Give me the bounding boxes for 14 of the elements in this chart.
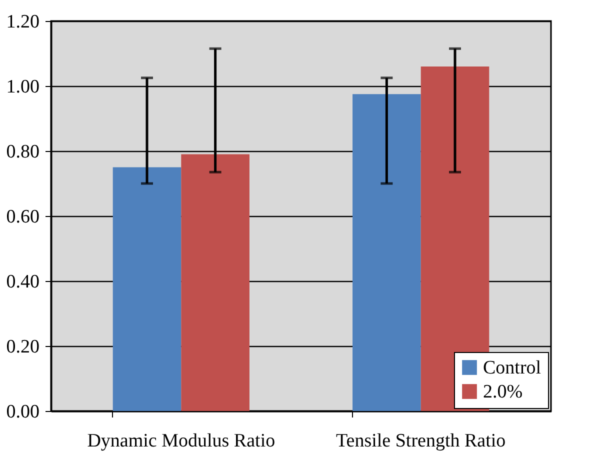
y-tick-label: 0.20	[6, 336, 40, 358]
bar	[181, 154, 250, 411]
y-tick-label: 1.00	[6, 76, 40, 98]
y-tick-label: 0.80	[6, 142, 40, 162]
legend-label: Control	[483, 358, 542, 378]
bar	[352, 94, 421, 411]
y-tick-label: 0.00	[6, 402, 40, 422]
x-tick-label: Dynamic Modulus Ratio	[87, 430, 276, 452]
y-tick-label: 0.40	[6, 272, 40, 292]
y-tick-label: 1.20	[6, 12, 40, 32]
legend-label: 2.0%	[483, 382, 523, 402]
x-tick-label: Tensile Strength Ratio	[336, 430, 506, 452]
y-tick-label: 0.60	[6, 206, 40, 228]
bar	[112, 167, 182, 411]
